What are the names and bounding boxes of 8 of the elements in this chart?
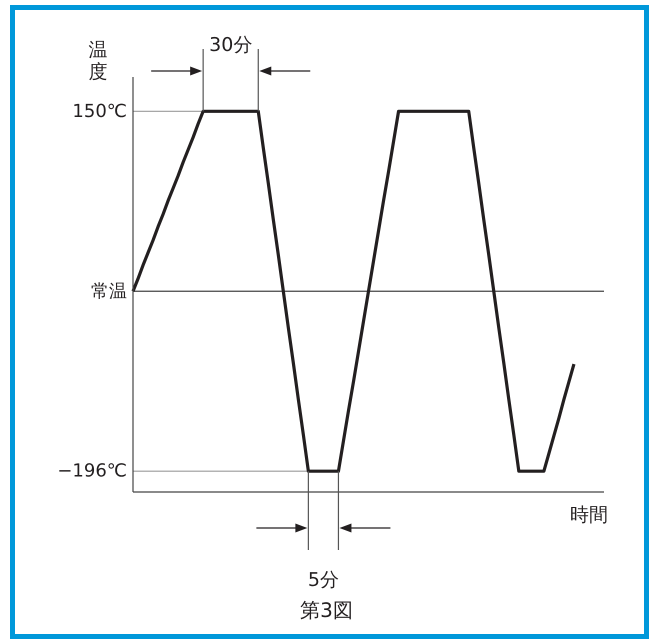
caption: 第3図 [300,598,353,622]
y-axis-title: 温度 [88,39,108,83]
y-tick-label: 150℃ [72,100,127,122]
y-tick-label: 常温 [91,280,127,302]
x-axis-title: 時間 [570,504,608,526]
annotation: 30分 [209,34,252,56]
annotation: 5分 [308,569,339,591]
y-tick-label: −196℃ [57,460,127,482]
